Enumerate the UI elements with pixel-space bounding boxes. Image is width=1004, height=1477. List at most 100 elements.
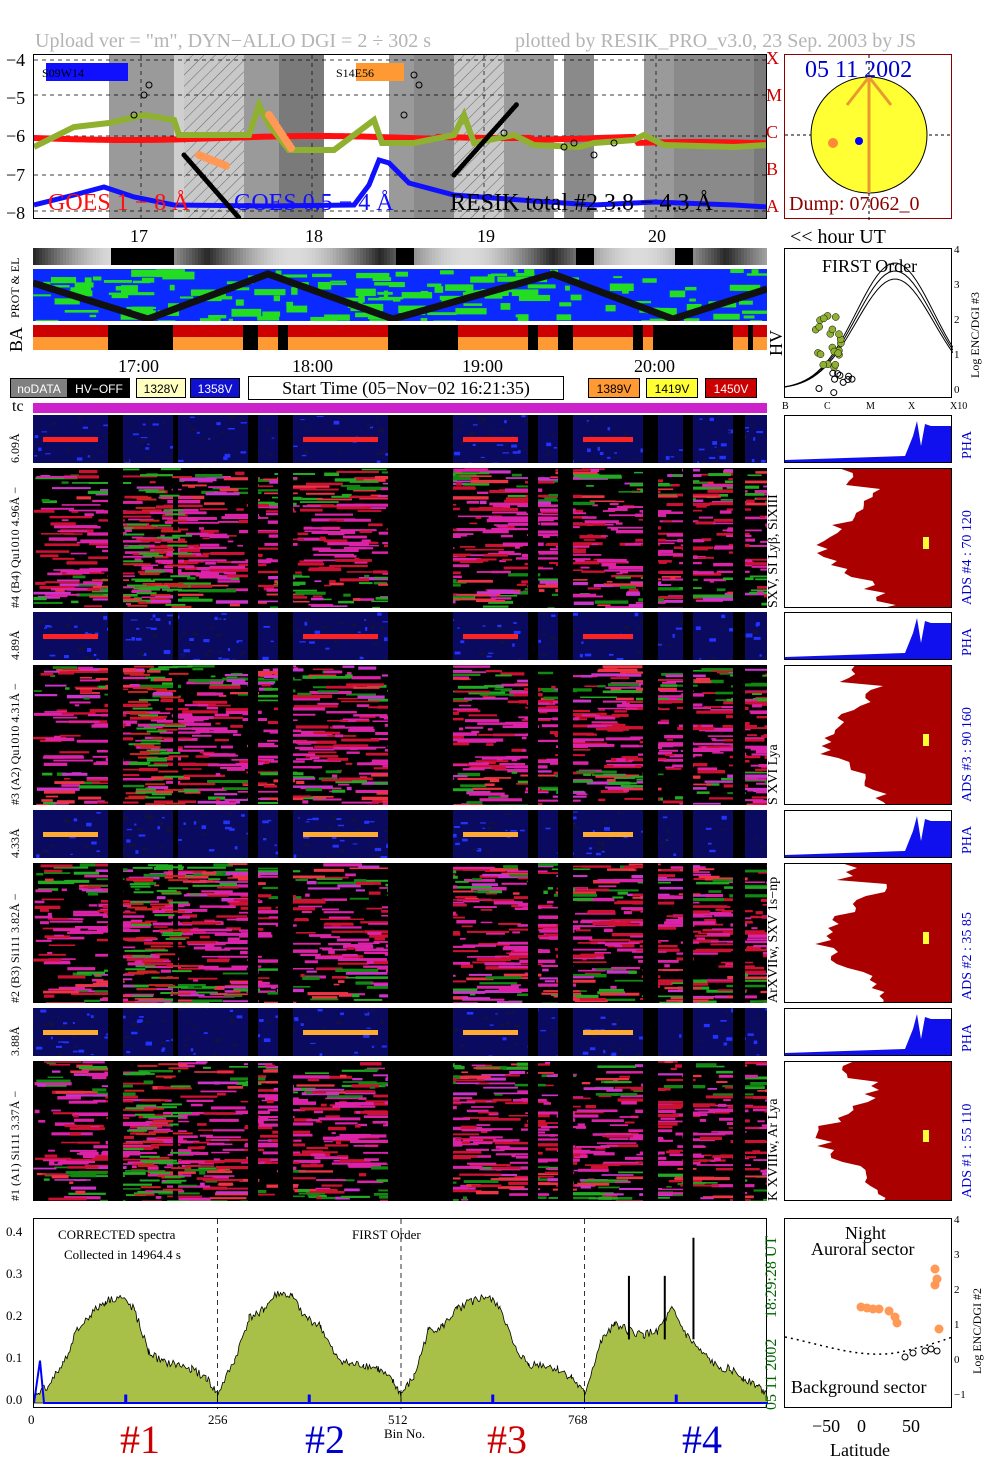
- line-id-label: SXV, SI Lyβ, SiXIII: [766, 494, 781, 608]
- spectrum-xlabel: Bin No.: [384, 1426, 426, 1441]
- pha-wavelength-label: 3.88Å: [8, 1026, 22, 1056]
- orbit-track-panel: [33, 269, 767, 321]
- spectrum-order: FIRST Order: [352, 1227, 421, 1242]
- goes-class-letter: B: [766, 159, 779, 179]
- orbit-track: [33, 270, 767, 321]
- sun-disk-plot: [785, 55, 953, 220]
- first-order-ylabel: Log ENC/DGI #3: [968, 292, 982, 378]
- spectrum-ytick: 0.2: [6, 1308, 23, 1323]
- key-1389v: 1389V: [588, 378, 640, 398]
- pha-wavelength-label: 4.89Å: [8, 630, 22, 660]
- auroral-point: [884, 1306, 894, 1316]
- spectrum-time: 18:29:28 UT: [763, 1235, 780, 1318]
- resik-point: [415, 81, 423, 89]
- spectrum-title: CORRECTED spectra: [58, 1227, 176, 1242]
- resik-point: [513, 102, 519, 108]
- auroral-point: [892, 1318, 902, 1328]
- spectrum-baseline: [34, 1360, 768, 1404]
- spectrum-series-4: [584, 1305, 768, 1404]
- resik-point: [236, 214, 242, 218]
- pha-histogram-4: [784, 415, 952, 463]
- dump-label: Dump: 07062_0: [789, 193, 920, 215]
- spectrum-ytick: 0.4: [6, 1224, 23, 1239]
- detector-range-label: #1 (A1) Si111 3.37Å −: [8, 1090, 22, 1201]
- key-1419v: 1419V: [646, 378, 698, 398]
- key-1450v: 1450V: [705, 378, 757, 398]
- resik-point: [222, 161, 230, 170]
- latitude-ytick: 4: [954, 1214, 960, 1226]
- first-order-ytick: 1: [954, 349, 960, 361]
- goes-ytick: −7: [6, 164, 26, 185]
- tc-bar: [33, 403, 767, 413]
- latitude-ytick: 1: [954, 1319, 960, 1331]
- background-point: [933, 1347, 941, 1355]
- first-order-panel: [784, 248, 953, 398]
- resik-point: [130, 111, 138, 119]
- pha-label: PHA: [960, 825, 975, 854]
- background-point: [927, 1345, 935, 1353]
- hour-label-20: 20: [648, 226, 666, 246]
- goes-band: [674, 55, 754, 218]
- spectrum-series-2: [217, 1290, 402, 1404]
- goes-lightcurve-panel: S09W14 S14E56 GOES 1 − 8 Å GOES 0.5 − 4 Å RE…: [33, 54, 767, 219]
- latitude-ytick: 3: [954, 1249, 960, 1261]
- legend-goes-short: GOES 0.5 − 4 Å: [234, 190, 394, 216]
- first-order-xtick: M: [866, 401, 875, 412]
- resik-point: [287, 144, 295, 152]
- goes-long-series: [34, 133, 766, 147]
- detector-range-label: #2 (B3) Si111 3.82Å −: [8, 893, 22, 1003]
- tc-label: tc: [12, 398, 24, 415]
- region-1-label: S09W14: [42, 66, 84, 80]
- hour-label-19: 19: [477, 226, 495, 246]
- goes-ytick: −5: [6, 88, 26, 109]
- resik-point: [560, 143, 568, 151]
- resik-point: [610, 139, 618, 147]
- goes-short-series: [34, 156, 766, 210]
- first-order-xtick: X10: [950, 401, 968, 412]
- resik-point: [570, 139, 578, 147]
- key-1358v: 1358V: [190, 378, 240, 398]
- latitude-plot: [785, 1264, 953, 1361]
- background-point: [921, 1347, 929, 1355]
- channel-label-3: #3: [487, 1417, 527, 1462]
- hour-unit-label: << hour UT: [790, 226, 886, 248]
- goes-plot: S09W14 S14E56 GOES 1 − 8 Å GOES 0.5 − 4 Å RE…: [34, 55, 766, 218]
- goes-class-letter: M: [766, 85, 783, 105]
- ads-label: ADS #2 : 35 85: [960, 912, 975, 1000]
- legend-resik: RESIK total #2 3.8 − 4.3 Å: [450, 190, 714, 216]
- resik-point: [500, 129, 508, 137]
- latitude-ylabel: Log ENC/DGI #2: [970, 1288, 984, 1374]
- resik-point: [590, 151, 598, 159]
- ads-label: ADS #3 : 90 160: [960, 707, 975, 802]
- pha-label: PHA: [960, 1023, 975, 1052]
- resik-point: [145, 81, 153, 89]
- key-1328v: 1328V: [136, 378, 186, 398]
- pha-histogram-1: [784, 1008, 952, 1056]
- spectrum-panel: CORRECTED spectra Collected in 14964.4 s…: [33, 1218, 768, 1409]
- region-east-marker: [828, 138, 838, 148]
- channel-label-4: #4: [682, 1417, 722, 1462]
- spectrum-collected: Collected in 14964.4 s: [64, 1247, 181, 1262]
- pha-wavelength-label: 6.09Å: [8, 433, 22, 463]
- spectrum-xtick: 256: [208, 1412, 228, 1427]
- time-label-1900: 19:00: [462, 356, 504, 376]
- region-box-1: [46, 63, 128, 81]
- time-label-1800: 18:00: [292, 356, 334, 376]
- channel-label-2: #2: [305, 1417, 345, 1462]
- latitude-xtick: 0: [857, 1416, 866, 1436]
- region-west-marker: [855, 137, 863, 145]
- spectrogram-1: [33, 1061, 767, 1201]
- latitude-xtick: −50: [812, 1416, 841, 1436]
- goes-class-letter: A: [766, 196, 779, 216]
- auroral-point: [930, 1264, 940, 1274]
- spectrum-xtick: 512: [388, 1412, 408, 1427]
- sun-panel: 05 11 2002 Dump: 07062_0: [784, 54, 953, 220]
- latitude-ytick: 0: [954, 1354, 960, 1366]
- auroral-point: [934, 1324, 944, 1334]
- channel-label-1: #1: [120, 1417, 160, 1462]
- key-hvoff: HV−OFF: [68, 378, 130, 398]
- hour-label-17: 17: [130, 226, 148, 246]
- first-order-ytick: 4: [954, 244, 960, 256]
- spectrum-ytick: 0.0: [6, 1392, 23, 1407]
